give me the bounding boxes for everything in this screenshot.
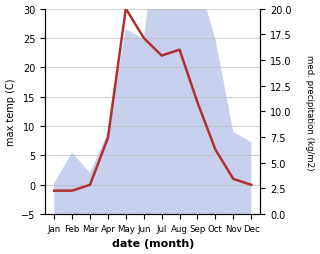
X-axis label: date (month): date (month) <box>112 239 194 248</box>
Y-axis label: med. precipitation (kg/m2): med. precipitation (kg/m2) <box>306 54 315 169</box>
Y-axis label: max temp (C): max temp (C) <box>5 78 16 146</box>
